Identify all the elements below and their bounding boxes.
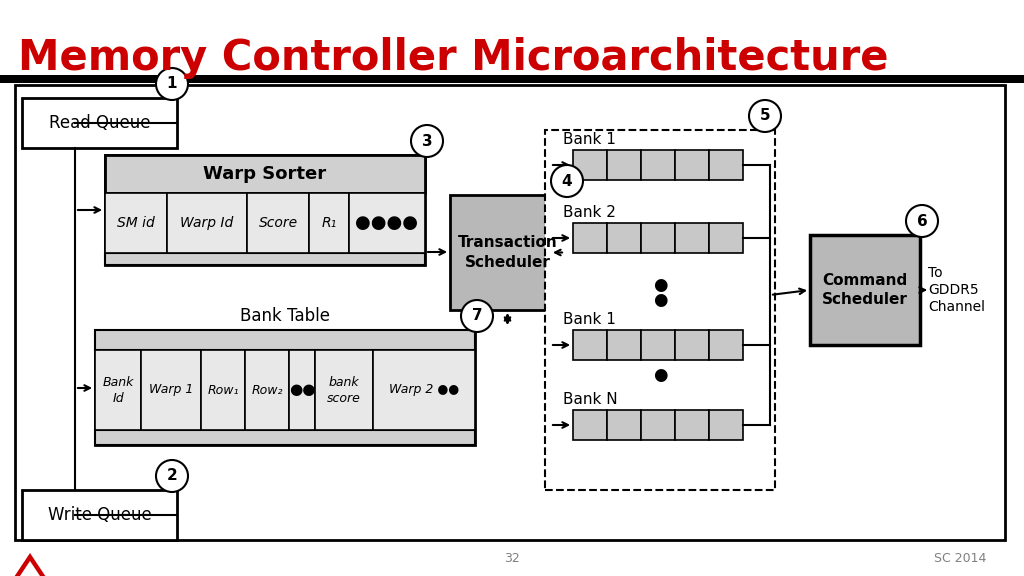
Bar	[349, 193, 425, 253]
Text: 1: 1	[167, 77, 177, 92]
Bar	[141, 350, 201, 430]
Bar	[105, 155, 425, 193]
Bar	[675, 410, 709, 440]
Text: ●●●●: ●●●●	[355, 214, 419, 232]
Bar	[545, 130, 775, 490]
Circle shape	[156, 68, 188, 100]
Text: 3: 3	[422, 134, 432, 149]
Bar	[607, 223, 641, 253]
Bar	[201, 350, 245, 430]
Bar	[373, 350, 475, 430]
Text: 4: 4	[562, 173, 572, 188]
Circle shape	[749, 100, 781, 132]
Text: Warp Sorter: Warp Sorter	[204, 165, 327, 183]
Bar	[22, 490, 177, 540]
Bar	[709, 330, 743, 360]
Text: SM id: SM id	[117, 216, 155, 230]
Bar	[289, 350, 315, 430]
Text: Bank N: Bank N	[563, 392, 617, 407]
Text: Warp 2 ●●: Warp 2 ●●	[389, 384, 459, 396]
Bar	[709, 410, 743, 440]
Text: 2: 2	[167, 468, 177, 483]
Text: Row₁: Row₁	[207, 384, 239, 396]
Bar	[105, 253, 425, 265]
Text: Memory Controller Microarchitecture: Memory Controller Microarchitecture	[18, 37, 889, 79]
Text: Score: Score	[258, 216, 298, 230]
Bar	[105, 193, 167, 253]
Bar	[95, 330, 475, 350]
Text: ●●: ●●	[289, 382, 315, 397]
Bar	[607, 150, 641, 180]
Bar	[810, 235, 920, 345]
Bar	[450, 195, 565, 310]
Text: Bank 1: Bank 1	[563, 312, 615, 327]
Bar	[15, 85, 1005, 540]
Text: SC 2014: SC 2014	[934, 551, 986, 564]
Text: Warp 1: Warp 1	[148, 384, 194, 396]
Bar	[709, 150, 743, 180]
Bar	[247, 193, 309, 253]
Circle shape	[461, 300, 493, 332]
Circle shape	[906, 205, 938, 237]
Bar	[315, 350, 373, 430]
Text: Bank 1: Bank 1	[563, 132, 615, 147]
Bar	[245, 350, 289, 430]
Text: ●: ●	[652, 276, 668, 294]
Bar	[95, 350, 141, 430]
Text: To
GDDR5
Channel: To GDDR5 Channel	[928, 266, 985, 314]
Text: 5: 5	[760, 108, 770, 123]
Text: Row₂: Row₂	[251, 384, 283, 396]
Bar	[95, 330, 475, 445]
Text: 6: 6	[916, 214, 928, 229]
Text: 32: 32	[504, 551, 520, 564]
Bar	[573, 223, 607, 253]
Polygon shape	[18, 561, 42, 576]
Circle shape	[156, 460, 188, 492]
Circle shape	[551, 165, 583, 197]
Text: 7: 7	[472, 309, 482, 324]
Bar	[675, 223, 709, 253]
Bar	[641, 410, 675, 440]
Bar	[675, 150, 709, 180]
Text: R₁: R₁	[322, 216, 337, 230]
Bar	[105, 155, 425, 265]
Bar	[607, 330, 641, 360]
Bar	[573, 410, 607, 440]
Bar	[167, 193, 247, 253]
Bar	[607, 410, 641, 440]
Text: ●: ●	[652, 291, 668, 309]
Text: bank
score: bank score	[327, 376, 360, 404]
Text: Read Queue: Read Queue	[49, 114, 151, 132]
Text: Write Queue: Write Queue	[48, 506, 152, 524]
Text: Bank
Id: Bank Id	[102, 376, 134, 404]
Polygon shape	[10, 553, 50, 576]
Bar	[309, 193, 349, 253]
Text: ●: ●	[652, 366, 668, 384]
Bar	[641, 150, 675, 180]
Text: Warp Id: Warp Id	[180, 216, 233, 230]
Bar	[641, 223, 675, 253]
Bar	[675, 330, 709, 360]
Text: Command
Scheduler: Command Scheduler	[822, 272, 908, 308]
Bar	[22, 98, 177, 148]
Text: Bank Table: Bank Table	[240, 307, 330, 325]
Circle shape	[411, 125, 443, 157]
Text: Transaction
Scheduler: Transaction Scheduler	[458, 235, 557, 270]
Bar	[0, 75, 1024, 83]
Bar	[641, 330, 675, 360]
Bar	[95, 430, 475, 445]
Bar	[573, 150, 607, 180]
Bar	[709, 223, 743, 253]
Bar	[573, 330, 607, 360]
Text: Bank 2: Bank 2	[563, 205, 615, 220]
